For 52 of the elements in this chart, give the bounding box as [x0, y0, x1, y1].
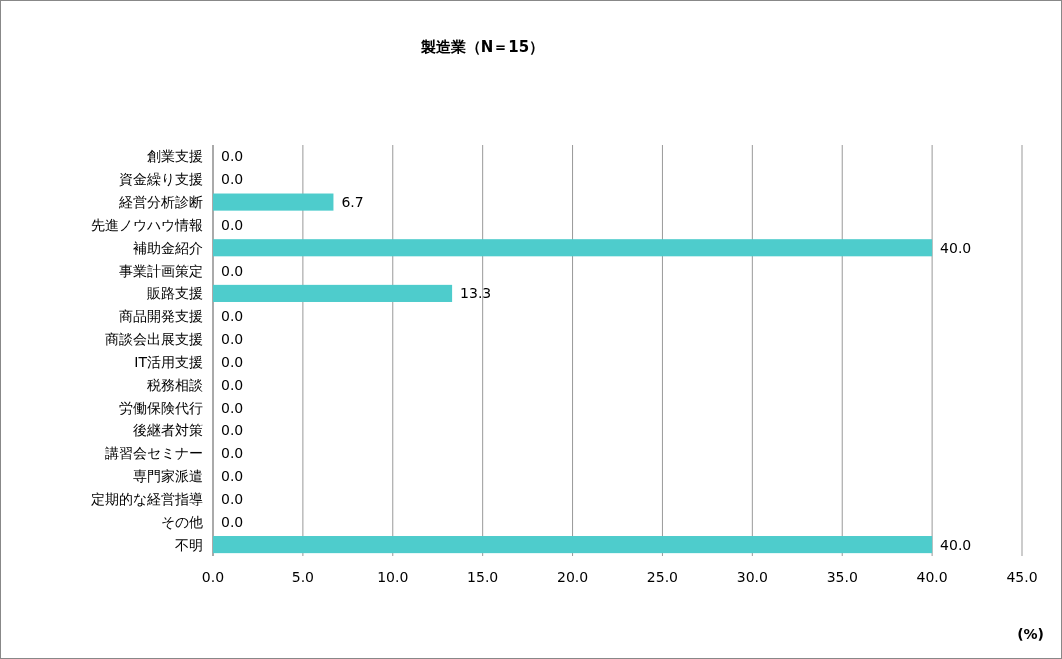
y-tick-label: 事業計画策定	[119, 262, 203, 279]
bar	[213, 239, 933, 257]
data-label: 0.0	[221, 331, 244, 348]
data-label: 40.0	[940, 536, 972, 553]
data-label: 0.0	[221, 445, 244, 462]
data-label: 0.0	[221, 490, 244, 507]
chart-title: 製造業（N＝15）	[419, 38, 545, 56]
y-tick-label: IT活用支援	[134, 353, 203, 370]
y-tick-label: 労働保険代行	[119, 399, 203, 416]
text: (%)	[1017, 626, 1044, 642]
y-tick-label: 商品開発支援	[119, 308, 203, 325]
data-label: 0.0	[221, 148, 244, 165]
x-tick-label: 20.0	[556, 569, 589, 585]
data-label: 6.7	[341, 194, 364, 211]
x-tick-label: 0.0	[201, 569, 225, 585]
x-tick-label: 5.0	[291, 569, 315, 585]
bar	[213, 193, 334, 211]
y-tick-label: 後継者対策	[133, 422, 203, 439]
bar	[213, 536, 933, 554]
y-tick-label: 商談会出展支援	[105, 331, 203, 348]
x-tick-label: 30.0	[736, 569, 768, 585]
y-tick-label: 資金繰り支援	[119, 171, 203, 188]
y-tick-label: 定期的な経営指導	[91, 490, 203, 507]
data-label: 0.0	[221, 468, 244, 485]
data-label: 40.0	[940, 239, 972, 256]
y-tick-label: 販路支援	[147, 285, 203, 302]
y-tick-label: 先進ノウハウ情報	[91, 216, 203, 233]
data-label: 0.0	[221, 216, 244, 233]
y-tick-label: 専門家派遣	[133, 468, 203, 485]
bar	[213, 284, 453, 302]
y-tick-label: 経営分析診断	[118, 194, 203, 211]
data-label: 13.3	[460, 285, 492, 302]
x-tick-label: 25.0	[646, 569, 679, 585]
y-tick-label: 補助金紹介	[133, 239, 203, 256]
y-tick-label: 不明	[175, 536, 203, 553]
y-tick-label: 講習会セミナー	[105, 445, 203, 462]
data-label: 0.0	[221, 171, 244, 188]
y-tick-label: 創業支援	[147, 148, 203, 165]
data-label: 0.0	[221, 262, 244, 279]
x-tick-label: 40.0	[916, 569, 948, 585]
data-label: 0.0	[221, 513, 244, 530]
x-tick-label: 35.0	[826, 569, 858, 585]
data-label: 0.0	[221, 353, 244, 370]
x-tick-label: 45.0	[1006, 569, 1038, 585]
data-label: 0.0	[221, 399, 244, 416]
x-tick-label: 10.0	[377, 569, 409, 585]
y-tick-label: その他	[161, 513, 203, 530]
data-label: 0.0	[221, 308, 244, 325]
data-label: 0.0	[221, 422, 244, 439]
x-tick-label: 15.0	[467, 569, 499, 585]
y-tick-label: 税務相談	[147, 376, 203, 393]
data-label: 0.0	[221, 376, 244, 393]
